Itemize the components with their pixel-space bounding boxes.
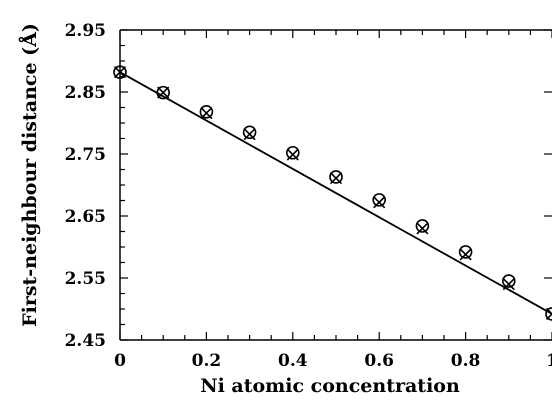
cross-stroke bbox=[157, 86, 170, 99]
circle-marker bbox=[501, 274, 516, 288]
cross-stroke bbox=[329, 172, 343, 185]
circle-marker bbox=[372, 193, 387, 207]
cross-stroke bbox=[113, 66, 127, 79]
axis-ticks bbox=[119, 29, 552, 341]
plot-frame bbox=[119, 29, 552, 341]
cross-stroke bbox=[545, 307, 552, 316]
circle-marker bbox=[415, 219, 430, 233]
y-tick-label: 2.55 bbox=[65, 269, 106, 289]
cross-marker bbox=[502, 278, 515, 291]
cross-marker bbox=[545, 307, 552, 321]
cross-marker bbox=[373, 196, 386, 209]
circle-marker bbox=[285, 145, 300, 160]
circle-marker bbox=[242, 125, 257, 140]
cross-marker bbox=[286, 148, 299, 161]
cross-marker bbox=[416, 222, 429, 235]
x-tick-label: 0.6 bbox=[364, 351, 394, 371]
cross-marker bbox=[200, 107, 213, 120]
y-tick-label: 2.65 bbox=[65, 207, 106, 227]
circle-marker bbox=[329, 170, 343, 184]
y-tick-label: 2.75 bbox=[65, 145, 106, 165]
cross-stroke bbox=[373, 196, 386, 209]
data-markers bbox=[113, 65, 552, 321]
cross-stroke bbox=[502, 278, 515, 291]
circle-marker bbox=[113, 65, 127, 79]
cross-stroke bbox=[243, 128, 256, 141]
cross-marker bbox=[157, 86, 170, 99]
cross-marker bbox=[329, 172, 343, 185]
cross-stroke bbox=[200, 107, 213, 120]
y-tick-label: 2.95 bbox=[65, 21, 106, 41]
cross-marker bbox=[459, 248, 472, 261]
cross-stroke bbox=[286, 148, 299, 161]
cross-marker bbox=[113, 66, 127, 79]
circle-marker bbox=[156, 85, 170, 100]
y-tick-label: 2.85 bbox=[65, 83, 106, 103]
x-tick-label: 0 bbox=[114, 351, 126, 371]
y-axis-title: First-neighbour distance (Å) bbox=[18, 23, 41, 327]
cross-stroke bbox=[545, 312, 552, 321]
fit-line bbox=[119, 71, 552, 315]
circle-marker bbox=[458, 245, 473, 259]
x-tick-label: 0.4 bbox=[278, 351, 308, 371]
x-tick-label: 0.8 bbox=[451, 351, 481, 371]
y-tick-labels: 2.95 2.85 2.75 2.65 2.55 2.45 bbox=[65, 21, 106, 351]
fit-line-segment bbox=[119, 71, 552, 315]
x-axis-title: Ni atomic concentration bbox=[200, 375, 460, 397]
circle-marker bbox=[199, 105, 214, 119]
y-tick-label: 2.45 bbox=[65, 331, 106, 351]
x-tick-label: 0.2 bbox=[192, 351, 222, 371]
circle-marker bbox=[545, 307, 552, 321]
x-tick-label: 1 bbox=[546, 351, 552, 371]
cross-marker bbox=[243, 128, 256, 141]
cross-stroke bbox=[459, 248, 472, 261]
x-tick-labels: 0 0.2 0.4 0.6 0.8 1 bbox=[114, 351, 552, 371]
cross-stroke bbox=[416, 222, 429, 235]
